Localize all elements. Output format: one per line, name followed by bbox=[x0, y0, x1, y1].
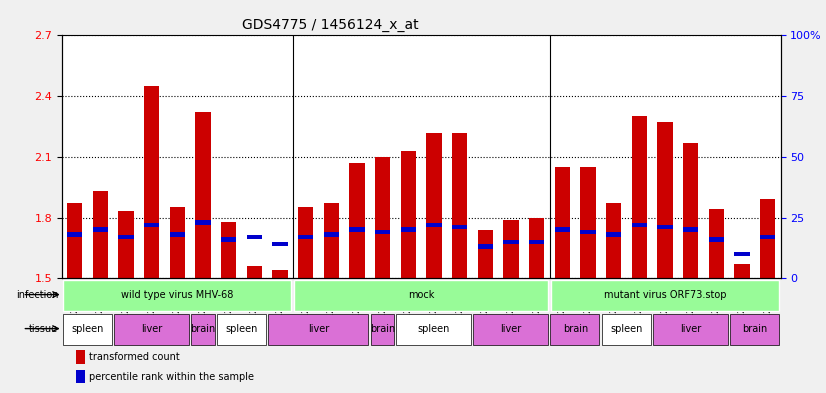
Bar bbox=[709, 237, 724, 242]
Bar bbox=[452, 132, 468, 278]
Bar bbox=[401, 151, 416, 278]
Bar bbox=[657, 225, 672, 230]
Text: liver: liver bbox=[680, 323, 701, 334]
Bar bbox=[221, 237, 236, 242]
Text: brain: brain bbox=[743, 323, 767, 334]
Text: mock: mock bbox=[408, 290, 434, 299]
Bar bbox=[76, 369, 85, 383]
Bar bbox=[683, 143, 699, 278]
Bar bbox=[709, 209, 724, 278]
Bar bbox=[426, 222, 442, 227]
Text: mutant virus ORF73.stop: mutant virus ORF73.stop bbox=[604, 290, 726, 299]
Bar bbox=[247, 266, 262, 278]
Bar bbox=[581, 167, 596, 278]
Text: GDS4775 / 1456124_x_at: GDS4775 / 1456124_x_at bbox=[242, 18, 419, 32]
Bar bbox=[76, 350, 85, 364]
Bar bbox=[581, 230, 596, 234]
Bar bbox=[555, 228, 570, 232]
Bar bbox=[734, 264, 750, 278]
Bar bbox=[93, 191, 108, 278]
Text: tissue: tissue bbox=[29, 323, 59, 334]
Bar bbox=[730, 314, 779, 345]
Bar bbox=[294, 280, 548, 310]
Bar bbox=[268, 314, 368, 345]
Bar bbox=[503, 220, 519, 278]
Bar bbox=[375, 157, 391, 278]
Bar bbox=[170, 232, 185, 237]
Text: wild type virus MHV-68: wild type virus MHV-68 bbox=[121, 290, 234, 299]
Bar bbox=[298, 235, 314, 239]
Text: brain: brain bbox=[370, 323, 396, 334]
Bar bbox=[273, 242, 287, 246]
Text: spleen: spleen bbox=[610, 323, 643, 334]
Bar bbox=[555, 167, 570, 278]
Text: liver: liver bbox=[501, 323, 522, 334]
Bar bbox=[401, 228, 416, 232]
Bar bbox=[653, 314, 728, 345]
Text: spleen: spleen bbox=[71, 323, 104, 334]
Bar bbox=[93, 228, 108, 232]
Bar bbox=[632, 116, 647, 278]
Bar bbox=[273, 270, 287, 278]
Bar bbox=[606, 203, 621, 278]
Text: brain: brain bbox=[563, 323, 588, 334]
Bar bbox=[760, 235, 776, 239]
Bar bbox=[396, 314, 471, 345]
Bar bbox=[196, 220, 211, 225]
Bar bbox=[734, 252, 750, 256]
Bar bbox=[606, 232, 621, 237]
Bar bbox=[196, 112, 211, 278]
Text: liver: liver bbox=[308, 323, 330, 334]
Bar bbox=[551, 280, 779, 310]
Bar bbox=[221, 222, 236, 278]
Bar bbox=[473, 314, 548, 345]
Bar bbox=[216, 314, 266, 345]
Bar bbox=[760, 199, 776, 278]
Bar bbox=[114, 314, 189, 345]
Bar bbox=[118, 211, 134, 278]
Bar bbox=[324, 203, 339, 278]
Bar bbox=[324, 232, 339, 237]
Bar bbox=[477, 230, 493, 278]
Bar bbox=[63, 314, 112, 345]
Text: percentile rank within the sample: percentile rank within the sample bbox=[89, 372, 254, 382]
Bar bbox=[657, 122, 672, 278]
Bar bbox=[503, 240, 519, 244]
Bar bbox=[144, 222, 159, 227]
Bar bbox=[601, 314, 651, 345]
Text: liver: liver bbox=[141, 323, 163, 334]
Bar bbox=[118, 235, 134, 239]
Bar bbox=[298, 208, 314, 278]
Bar bbox=[371, 314, 394, 345]
Bar bbox=[529, 218, 544, 278]
Bar bbox=[247, 235, 262, 239]
Bar bbox=[67, 203, 83, 278]
Bar bbox=[550, 314, 600, 345]
Bar bbox=[632, 222, 647, 227]
Bar bbox=[426, 132, 442, 278]
Bar bbox=[144, 86, 159, 278]
Bar bbox=[683, 228, 699, 232]
Bar bbox=[452, 225, 468, 230]
Bar bbox=[349, 228, 365, 232]
Text: spleen: spleen bbox=[225, 323, 258, 334]
Text: spleen: spleen bbox=[418, 323, 450, 334]
Bar bbox=[375, 230, 391, 234]
Bar bbox=[529, 240, 544, 244]
Text: brain: brain bbox=[191, 323, 216, 334]
Bar bbox=[477, 244, 493, 249]
Bar bbox=[67, 232, 83, 237]
Bar bbox=[191, 314, 215, 345]
Text: infection: infection bbox=[16, 290, 59, 299]
Text: transformed count: transformed count bbox=[89, 352, 180, 362]
Bar bbox=[349, 163, 365, 278]
Bar bbox=[64, 280, 292, 310]
Bar bbox=[170, 208, 185, 278]
